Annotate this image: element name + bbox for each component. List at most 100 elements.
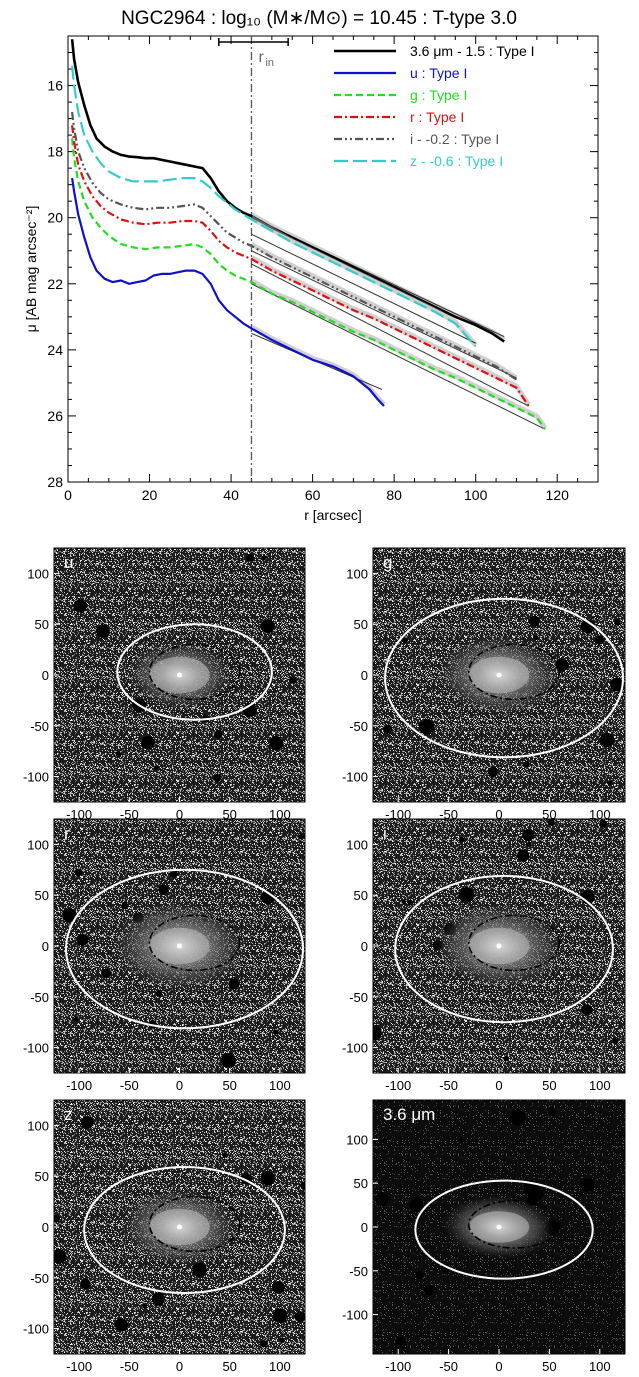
x-tick-label: -100 [66,1359,92,1374]
masked-source [619,1131,625,1138]
y-tick-label: -50 [30,1271,49,1286]
x-tick-label: -100 [66,807,92,822]
series-line [71,177,385,407]
y-tick-label: 18 [47,144,63,160]
galaxy-nucleus [177,1224,182,1230]
series-5 [71,65,478,348]
masked-source [594,635,604,645]
image-panel-1: g 100 50 0 -50 -100 -100 -50 0 50 100 [342,547,626,822]
x-tick-label: 50 [542,1078,556,1093]
y-tick-label: 100 [346,837,368,852]
masked-source [142,1303,147,1309]
y-tick-label: 26 [47,408,63,424]
x-tick-label: 50 [222,1359,236,1374]
masked-source [73,599,87,613]
x-tick-label: 100 [589,807,611,822]
masked-source [533,635,539,641]
masked-source [141,735,155,750]
masked-source [76,933,89,946]
masked-source [459,836,465,843]
x-tick-label: 40 [223,487,239,503]
y-tick-label: 100 [27,566,49,581]
masked-source [401,899,407,905]
masked-source [607,780,613,786]
panel-label: r [64,824,70,843]
image-panels: u 100 50 0 -50 -100 -100 -50 0 50 100 g 100 50 0 -50 -10… [23,547,626,1374]
series-line [71,65,477,348]
panel-content [373,1100,625,1354]
masked-source [289,676,297,684]
y-tick-label: -50 [349,990,368,1005]
masked-source [599,820,608,828]
panel-label: i [383,824,387,843]
panel-content [54,819,305,1073]
panel-label: z [64,1105,73,1124]
masked-source [260,1171,275,1186]
image-panel-5: 3.6 μm 100 50 0 -50 -100 -100 -50 0 50 100 [342,1099,626,1374]
outer-ellipse [394,874,614,1024]
x-tick-label: 60 [305,487,321,503]
panel-content [54,1100,305,1354]
masked-source [271,1280,285,1294]
y-tick-label: 50 [35,617,49,632]
x-tick-label: -50 [439,807,458,822]
x-tick-label: 80 [386,487,402,503]
x-tick-label: 50 [222,1078,236,1093]
legend-label: r : Type I [410,109,464,125]
masked-source [409,1197,424,1212]
y-tick-label: -100 [342,1308,368,1323]
x-tick-label: 100 [589,1359,611,1374]
galaxy-nucleus [177,943,182,949]
series-fit-line [251,250,517,379]
image-panel-2: r 100 50 0 -50 -100 -100 -50 0 50 100 [23,818,306,1093]
masked-source [423,1284,435,1296]
masked-source [151,1292,165,1306]
masked-source [381,1138,388,1144]
series-error-band [250,212,506,343]
r-in-subscript: in [265,57,274,69]
y-tick-label: 50 [354,1176,368,1191]
y-tick-label: 16 [47,78,63,94]
y-tick-label: -100 [342,770,368,785]
galaxy-nucleus [496,1224,502,1230]
y-tick-label: -50 [30,719,49,734]
masked-source [547,1107,556,1116]
masked-source [213,773,221,782]
masked-source [74,868,83,877]
x-tick-label: 0 [495,807,502,822]
masked-source [418,719,435,735]
x-tick-label: 100 [269,1078,291,1093]
series-line [70,39,505,343]
r-in-label: r [258,49,264,66]
inner-ellipse [148,914,241,972]
panel-content [373,548,625,802]
x-tick-label: 20 [142,487,158,503]
masked-source [81,1116,94,1129]
y-tick-label: 0 [361,1220,368,1235]
series-line [71,111,518,381]
y-tick-label: 100 [27,1118,49,1133]
inner-ellipse [467,1199,561,1249]
masked-source [509,1109,526,1126]
masked-source [580,1177,595,1192]
masked-source [158,884,169,895]
masked-source [54,1249,67,1264]
y-tick-label: 22 [47,276,63,292]
masked-source [522,829,534,841]
x-tick-label: -100 [385,1359,411,1374]
masked-source [54,1214,60,1223]
panel-content [54,548,305,802]
masked-source [101,968,111,978]
outer-ellipse [384,597,624,759]
image-panel-3: i 100 50 0 -50 -100 -100 -50 0 50 100 [342,818,626,1093]
masked-source [599,732,615,748]
x-tick-label: -50 [120,1078,139,1093]
masked-source [114,1318,129,1332]
masked-source [373,1024,382,1041]
y-tick-label: 50 [354,888,368,903]
galaxy-nucleus [496,672,502,678]
x-tick-label: 50 [542,807,556,822]
masked-source [383,724,393,734]
x-tick-label: 100 [589,1078,611,1093]
